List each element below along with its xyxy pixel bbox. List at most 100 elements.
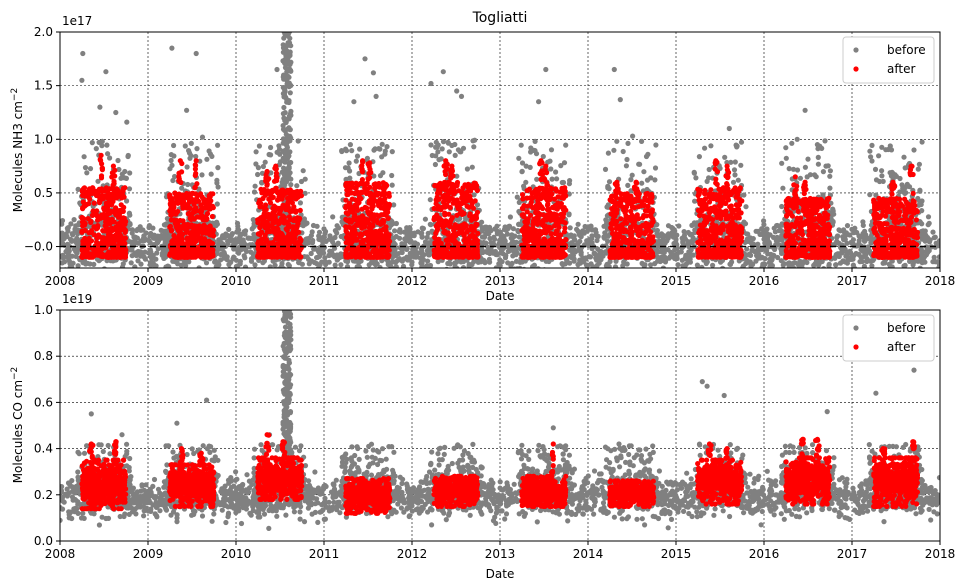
point-before	[424, 234, 430, 240]
point-before	[280, 111, 286, 117]
point-before	[466, 263, 472, 268]
point-before	[763, 247, 769, 253]
point-before	[775, 241, 781, 247]
point-before	[510, 234, 516, 240]
point-after	[177, 224, 183, 230]
point-before	[212, 258, 218, 264]
point-before	[215, 142, 221, 148]
point-before	[251, 189, 258, 195]
point-before	[850, 262, 857, 268]
point-before	[770, 234, 777, 240]
point-before	[107, 155, 113, 161]
point-after	[198, 254, 204, 260]
point-before	[163, 222, 169, 228]
point-before	[286, 269, 291, 274]
point-before	[287, 67, 294, 73]
point-before	[287, 90, 293, 96]
point-before	[580, 228, 586, 234]
point-before	[452, 264, 458, 268]
point-after	[118, 251, 124, 257]
point-before	[917, 265, 923, 268]
point-before	[572, 247, 578, 253]
point-before	[708, 143, 714, 149]
point-before	[207, 151, 213, 157]
point-before	[116, 166, 122, 173]
point-after	[118, 202, 124, 208]
point-before	[379, 141, 385, 147]
point-before	[330, 252, 336, 258]
point-before	[553, 169, 559, 175]
point-before	[516, 199, 522, 205]
point-before	[140, 227, 146, 233]
point-before	[284, 116, 290, 123]
point-before	[458, 149, 464, 155]
point-before	[841, 227, 847, 233]
point-after	[112, 173, 118, 179]
point-before	[69, 264, 75, 268]
point-before	[519, 160, 526, 166]
point-after	[192, 209, 198, 215]
point-before	[779, 232, 785, 239]
point-before	[280, 148, 286, 154]
point-before	[274, 66, 280, 73]
point-before	[196, 265, 202, 268]
point-before	[253, 161, 259, 167]
point-after	[180, 205, 186, 211]
point-before	[63, 249, 69, 255]
point-after	[115, 214, 121, 220]
point-before	[915, 166, 921, 172]
point-before	[805, 156, 811, 162]
point-before	[691, 169, 697, 175]
point-before	[682, 262, 689, 268]
point-before	[425, 258, 431, 264]
point-before	[68, 221, 74, 227]
point-before	[316, 250, 322, 256]
point-before	[911, 147, 917, 153]
point-before	[89, 140, 95, 146]
point-before	[681, 233, 688, 239]
point-after	[210, 233, 217, 239]
point-before	[689, 239, 696, 246]
point-before	[414, 254, 420, 260]
point-before	[514, 194, 520, 200]
point-before	[516, 155, 522, 161]
point-before	[654, 222, 660, 228]
point-before	[420, 225, 426, 232]
point-before	[288, 182, 294, 188]
point-before	[179, 185, 185, 191]
point-before	[854, 229, 860, 236]
point-after	[93, 188, 99, 194]
point-before	[699, 264, 705, 268]
point-before	[285, 126, 291, 132]
point-before	[868, 258, 874, 264]
point-before	[328, 236, 334, 242]
point-before	[72, 247, 78, 253]
point-before	[764, 226, 770, 232]
point-before	[797, 258, 803, 264]
point-before	[748, 252, 754, 258]
point-before	[548, 147, 555, 153]
point-before	[543, 66, 549, 73]
point-before	[120, 261, 126, 267]
point-before	[839, 249, 845, 256]
point-before	[781, 261, 787, 267]
point-before	[259, 180, 265, 186]
point-before	[554, 176, 560, 182]
point-after	[190, 215, 196, 221]
point-before	[603, 263, 609, 268]
point-before	[897, 258, 903, 264]
point-before	[184, 107, 190, 113]
point-after	[177, 238, 183, 244]
point-before	[727, 261, 734, 267]
point-before	[510, 226, 516, 232]
point-after	[95, 247, 101, 253]
point-before	[919, 234, 925, 241]
point-before	[389, 149, 395, 155]
point-before	[224, 257, 230, 263]
point-before	[852, 225, 858, 231]
point-before	[605, 150, 612, 156]
point-before	[137, 253, 144, 259]
point-before	[733, 142, 739, 148]
point-before	[135, 248, 141, 255]
point-after	[172, 234, 178, 240]
